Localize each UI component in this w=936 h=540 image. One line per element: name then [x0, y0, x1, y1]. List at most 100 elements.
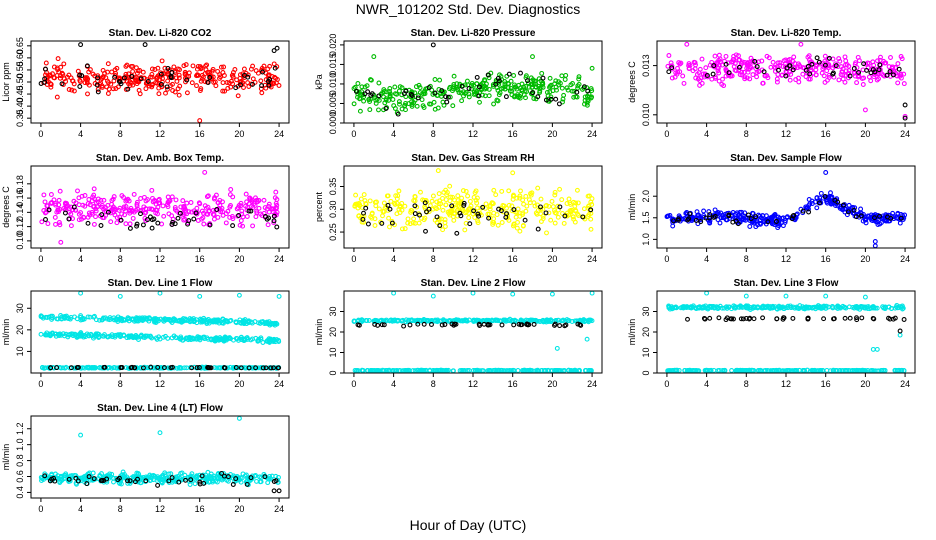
- data-point: [530, 317, 536, 323]
- data-point: [803, 67, 809, 73]
- data-point: [758, 215, 764, 221]
- data-point: [217, 75, 222, 81]
- data-point: [856, 368, 862, 373]
- data-point: [750, 72, 756, 78]
- data-point: [743, 315, 749, 321]
- data-point: [728, 316, 734, 322]
- data-point: [394, 211, 400, 217]
- data-point: [466, 368, 472, 373]
- data-point: [356, 213, 362, 219]
- data-point: [199, 216, 205, 222]
- data-point: [765, 219, 771, 225]
- data-point: [389, 318, 395, 324]
- data-point: [717, 220, 723, 226]
- data-point: [363, 205, 369, 211]
- data-point: [57, 222, 63, 228]
- data-point: [549, 198, 555, 204]
- data-point: [451, 217, 457, 223]
- data-point: [840, 202, 846, 208]
- data-point: [133, 335, 139, 341]
- data-point: [272, 337, 278, 343]
- data-point: [54, 94, 60, 100]
- data-point: [206, 320, 212, 326]
- data-point: [201, 221, 207, 227]
- data-point: [182, 472, 188, 478]
- data-point: [543, 210, 549, 216]
- data-point: [149, 187, 155, 193]
- data-point: [586, 212, 592, 218]
- data-point: [681, 80, 687, 86]
- data-point: [467, 221, 473, 227]
- data-point: [716, 52, 722, 58]
- data-point: [541, 319, 547, 325]
- data-point: [881, 73, 887, 79]
- data-point: [66, 316, 71, 322]
- data-point: [207, 75, 213, 80]
- data-point: [731, 316, 736, 322]
- data-point: [486, 215, 492, 221]
- data-point: [589, 291, 595, 296]
- data-point: [408, 209, 414, 215]
- data-point: [843, 58, 849, 64]
- data-point: [213, 192, 219, 198]
- data-point: [426, 206, 432, 212]
- data-point: [197, 316, 203, 322]
- x-tick-label: 24: [900, 129, 910, 139]
- data-point: [506, 202, 512, 208]
- x-tick-label: 8: [744, 379, 749, 389]
- data-point: [682, 367, 688, 373]
- data-point: [102, 364, 108, 370]
- data-point: [252, 319, 258, 325]
- data-point: [397, 203, 403, 209]
- data-point: [383, 97, 389, 103]
- data-point: [238, 479, 244, 485]
- x-tick-label: 4: [704, 379, 709, 389]
- data-point: [161, 365, 167, 371]
- data-point: [204, 62, 210, 68]
- data-point: [135, 476, 140, 482]
- data-point: [85, 471, 91, 477]
- data-point: [733, 52, 739, 58]
- data-point: [51, 475, 57, 481]
- data-point: [85, 201, 91, 207]
- data-point: [387, 206, 393, 212]
- data-point: [258, 86, 264, 92]
- data-point: [238, 365, 244, 371]
- data-point: [533, 84, 539, 90]
- data-point: [95, 75, 100, 81]
- data-point: [548, 217, 554, 223]
- data-point: [224, 318, 230, 324]
- data-point: [265, 222, 271, 228]
- data-point: [892, 367, 898, 373]
- data-point: [712, 74, 718, 80]
- data-point: [510, 291, 516, 297]
- data-point: [193, 210, 199, 216]
- data-point: [559, 73, 565, 79]
- data-point: [440, 227, 446, 233]
- data-point: [532, 203, 538, 209]
- data-point: [403, 101, 408, 106]
- data-point: [154, 477, 160, 483]
- plot-frame: [656, 290, 916, 374]
- data-point: [540, 75, 546, 81]
- data-point: [472, 215, 478, 220]
- data-point: [506, 71, 512, 77]
- data-point: [126, 198, 132, 204]
- data-point: [527, 200, 533, 206]
- data-point: [121, 75, 127, 81]
- data-point: [155, 364, 161, 370]
- x-tick-label: 20: [234, 504, 244, 514]
- data-point: [485, 72, 491, 78]
- data-point: [809, 61, 815, 67]
- data-points: [351, 291, 595, 373]
- data-point: [847, 315, 853, 321]
- data-point: [182, 316, 188, 322]
- data-point: [243, 191, 249, 197]
- data-point: [129, 74, 135, 79]
- data-point: [221, 64, 227, 70]
- data-point: [361, 192, 367, 198]
- x-tick-label: 12: [468, 254, 478, 264]
- data-point: [138, 208, 144, 214]
- data-point: [550, 88, 556, 94]
- data-point: [84, 63, 90, 69]
